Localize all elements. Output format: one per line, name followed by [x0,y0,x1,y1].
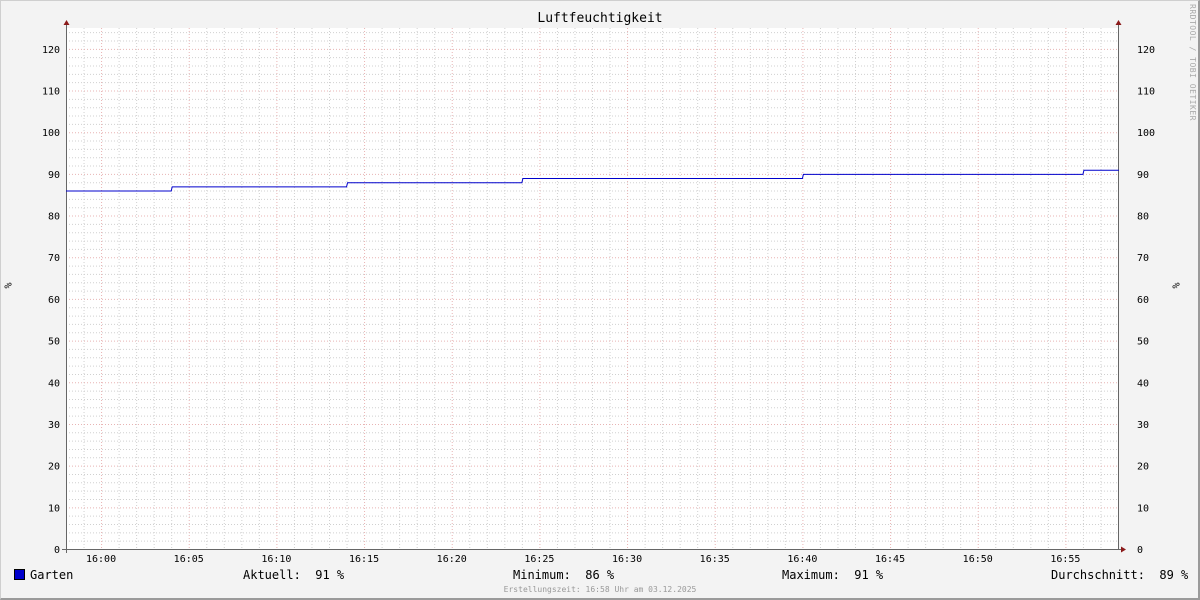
y-tick-label-right: 80 [1137,212,1149,223]
plot-area [66,28,1118,549]
x-axis-arrow [1121,546,1126,553]
creation-time: Erstellungszeit: 16:58 Uhr am 03.12.2025 [503,585,697,594]
y-tick-label-left: 10 [48,503,60,514]
y-tick-label-left: 100 [42,128,60,139]
y-tick-label-right: 90 [1137,170,1149,181]
y-tick-label-left: 80 [48,212,60,223]
y-tick-label-right: 60 [1137,295,1149,306]
y-tick-label-right: 0 [1137,545,1143,556]
x-tick-label: 16:45 [875,554,905,565]
y-tick-label-right: 50 [1137,337,1149,348]
x-tick-label: 16:55 [1050,554,1080,565]
y-tick-label-left: 60 [48,295,60,306]
legend-swatch [14,569,25,580]
x-tick-label: 16:25 [524,554,554,565]
chart-title: Luftfeuchtigkeit [537,11,663,26]
x-tick-label: 16:30 [612,554,642,565]
y-tick-label-right: 110 [1137,87,1155,98]
watermark: RRDTOOL / TOBI OETIKER [1188,4,1197,121]
y-tick-label-left: 120 [42,45,60,56]
x-tick-label: 16:15 [349,554,379,565]
x-tick-label: 16:35 [700,554,730,565]
y-tick-label-left: 40 [48,378,60,389]
y-tick-label-left: 110 [42,87,60,98]
y-tick-label-right: 40 [1137,378,1149,389]
y-tick-label-left: 0 [54,545,60,556]
y-tick-label-left: 70 [48,253,60,264]
legend-maximum: Maximum: 91 % [782,568,884,582]
y-tick-label-right: 10 [1137,503,1149,514]
y-axis-arrow-left [63,20,70,25]
y-tick-label-left: 50 [48,337,60,348]
x-tick-label: 16:05 [174,554,204,565]
y-tick-label-left: 90 [48,170,60,181]
y-axis-arrow-right [1115,20,1122,25]
y-tick-label-right: 70 [1137,253,1149,264]
x-tick-label: 16:40 [787,554,817,565]
legend-minimum: Minimum: 86 % [513,568,615,582]
y-tick-label-left: 30 [48,420,60,431]
x-tick-label: 16:50 [963,554,993,565]
y-tick-label-left: 20 [48,462,60,473]
legend-current: Aktuell: 91 % [243,568,345,582]
x-tick-label: 16:20 [437,554,467,565]
legend-series: Garten [14,568,73,582]
x-tick-label: 16:00 [86,554,116,565]
y-tick-label-right: 20 [1137,462,1149,473]
legend-series-name: Garten [30,568,74,582]
series-line-garten [66,169,1119,192]
x-tick-label: 16:10 [261,554,291,565]
y-tick-label-right: 120 [1137,45,1155,56]
y-tick-label-right: 100 [1137,128,1155,139]
y-tick-label-right: 30 [1137,420,1149,431]
legend-average: Durchschnitt: 89 % [1051,568,1189,582]
